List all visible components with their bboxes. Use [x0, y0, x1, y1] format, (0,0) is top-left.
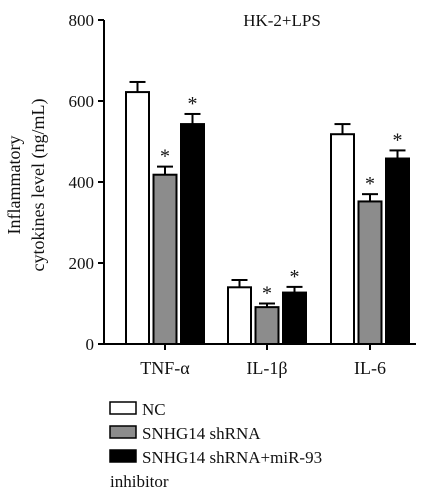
- y-axis-label: Inflammatory cytokines level (ng/mL): [4, 99, 49, 272]
- significance-marker: *: [365, 173, 375, 195]
- legend-label: SNHG14 shRNA+miR-93: [142, 448, 322, 467]
- y-tick-label: 0: [86, 335, 95, 354]
- y-tick-label: 600: [69, 92, 95, 111]
- bar: [282, 291, 307, 346]
- bar: [125, 91, 150, 345]
- x-tick-label: TNF-α: [140, 358, 190, 378]
- y-tick-label: 800: [69, 11, 95, 30]
- bar: [385, 157, 410, 345]
- legend: NC SNHG14 shRNA SNHG14 shRNA+miR-93 inhibit…: [109, 400, 322, 491]
- legend-swatch: [109, 425, 137, 439]
- x-tick-label: IL-1β: [246, 358, 287, 378]
- x-tick-label: IL-6: [354, 358, 386, 378]
- significance-marker: *: [188, 93, 198, 115]
- legend-swatch: [109, 449, 137, 463]
- bar: [254, 306, 280, 345]
- y-tick-label: 200: [69, 254, 95, 273]
- significance-marker: *: [290, 266, 300, 288]
- significance-marker: *: [393, 129, 403, 151]
- bar: [227, 286, 252, 345]
- bar: [330, 133, 355, 345]
- chart-title: HK-2+LPS: [243, 11, 321, 30]
- axes: 0 200 400 600 800 TNF-α IL-1β IL-6: [69, 11, 416, 378]
- legend-label: NC: [142, 400, 166, 419]
- legend-swatch: [109, 401, 137, 415]
- y-axis-label-line-1: Inflammatory: [4, 136, 24, 235]
- bars: * * * * * *: [125, 80, 410, 346]
- bar: [152, 173, 178, 345]
- y-axis-label-line-2: cytokines level (ng/mL): [28, 99, 49, 272]
- bar: [357, 200, 383, 345]
- y-tick-label: 400: [69, 173, 95, 192]
- significance-marker: *: [262, 283, 272, 305]
- significance-marker: *: [160, 146, 170, 168]
- legend-label: SNHG14 shRNA: [142, 424, 261, 443]
- bar: [180, 123, 205, 345]
- legend-label: inhibitor: [110, 472, 169, 491]
